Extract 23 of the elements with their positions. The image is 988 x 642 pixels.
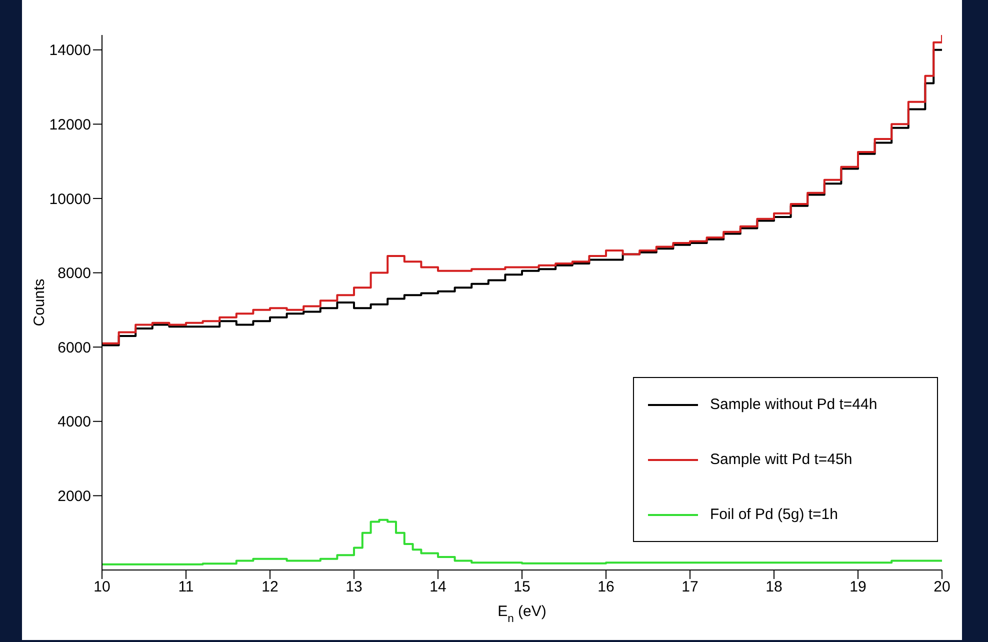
x-tick-label: 10 [94,578,110,596]
x-tick-label: 14 [430,578,446,596]
x-tick-label: 15 [514,578,530,596]
x-tick-label: 12 [262,578,278,596]
x-tick-label: 19 [850,578,866,596]
x-tick-label: 13 [346,578,362,596]
y-tick-label: 8000 [58,265,91,282]
legend-label: Foil of Pd (5g) t=1h [710,506,838,523]
x-axis-title: E$_{n}$ (eV) [498,603,546,625]
legend-label: Sample witt Pd t=45h [710,451,852,468]
y-tick-label: 4000 [58,414,91,431]
y-axis-title: Counts [31,278,48,326]
x-tick-label: 18 [766,578,782,596]
y-tick-label: 2000 [58,488,91,506]
x-tick-label: 17 [682,578,698,596]
y-tick-label: 6000 [58,339,91,356]
y-tick-label: 14000 [49,42,91,60]
x-tick-label: 11 [178,578,194,596]
legend-label: Sample without Pd t=44h [710,396,878,413]
y-tick-label: 12000 [49,116,91,134]
x-tick-label: 20 [934,578,950,596]
x-tick-label: 16 [598,578,614,596]
y-tick-label: 10000 [49,190,91,208]
